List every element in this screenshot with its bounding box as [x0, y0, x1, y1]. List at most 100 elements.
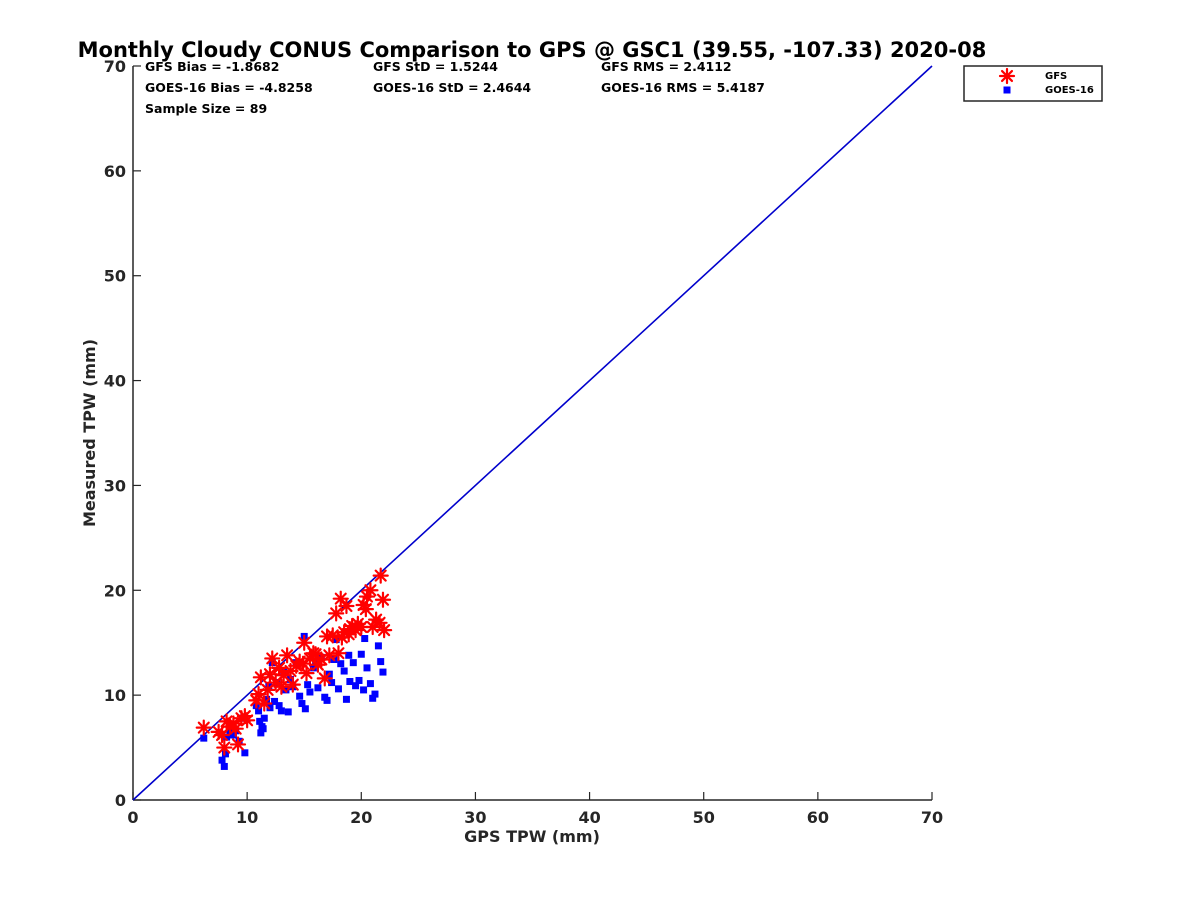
y-ticks: 0 10 20 30 40 50 60 70: [104, 57, 141, 810]
x-ticks: 0 10 20 30 40 50 60 70: [127, 792, 943, 827]
y-tick-label: 40: [104, 372, 126, 391]
gfs-point: [227, 720, 244, 737]
goes16-point: [323, 696, 331, 704]
stats-annotation: GFS Bias = -1.8682 GOES-16 Bias = -4.825…: [145, 59, 765, 116]
gfs-point: [256, 695, 273, 712]
legend-gfs-label: GFS: [1045, 71, 1067, 82]
goes16-point: [360, 686, 368, 694]
goes16-point: [223, 733, 231, 741]
x-tick-label: 20: [350, 808, 372, 827]
legend-gfs-marker: [998, 67, 1016, 85]
gfs-point: [278, 647, 296, 664]
gfs-point: [338, 597, 355, 615]
gfs-point: [216, 739, 233, 756]
goes16-point: [259, 725, 267, 733]
y-tick-label: 30: [104, 476, 126, 495]
gfs-bias-text: GFS Bias = -1.8682: [145, 59, 279, 74]
gfs-point: [372, 567, 389, 584]
goes16-point: [241, 749, 249, 757]
goes16-point: [377, 658, 385, 666]
goes16-point: [275, 702, 283, 710]
chart-title: Monthly Cloudy CONUS Comparison to GPS @…: [78, 38, 987, 62]
goes16-point: [220, 762, 228, 770]
goes16-point: [301, 705, 309, 713]
x-tick-label: 40: [578, 808, 600, 827]
x-tick-label: 60: [807, 808, 829, 827]
gfs-point: [296, 634, 313, 651]
goes16-point: [304, 681, 312, 689]
y-axis-label: Measured TPW (mm): [80, 339, 99, 527]
goes16-point: [277, 707, 285, 715]
goes16-point: [334, 685, 342, 693]
goes-bias-text: GOES-16 Bias = -4.8258: [145, 80, 313, 95]
sample-size-text: Sample Size = 89: [145, 101, 267, 116]
gfs-point: [195, 719, 212, 736]
gfs-series: [195, 567, 393, 756]
goes16-point: [306, 688, 314, 696]
y-tick-label: 0: [115, 791, 126, 810]
goes-std-text: GOES-16 StD = 2.4644: [373, 80, 531, 95]
goes16-point: [200, 734, 208, 742]
goes-rms-text: GOES-16 RMS = 5.4187: [601, 80, 765, 95]
goes16-point: [349, 659, 357, 667]
goes16-point: [255, 707, 263, 715]
goes16-point: [287, 675, 295, 683]
gfs-point: [261, 666, 279, 683]
gfs-point: [264, 650, 281, 667]
goes16-point: [260, 714, 268, 722]
goes16-point: [314, 684, 322, 692]
goes16-point: [265, 682, 273, 690]
goes16-point: [284, 708, 292, 716]
x-tick-label: 10: [236, 808, 258, 827]
x-tick-label: 30: [464, 808, 486, 827]
goes16-point: [369, 694, 377, 702]
gfs-rms-text: GFS RMS = 2.4112: [601, 59, 732, 74]
y-tick-label: 70: [104, 57, 126, 76]
x-tick-label: 0: [127, 808, 138, 827]
gfs-point: [271, 659, 288, 676]
goes16-point: [374, 642, 382, 650]
gfs-point: [316, 670, 333, 687]
goes16-point: [229, 731, 237, 739]
x-tick-label: 70: [921, 808, 943, 827]
goes16-point: [328, 679, 336, 687]
legend-box: [963, 65, 1103, 102]
gfs-point: [328, 605, 345, 622]
goes16-point: [221, 750, 229, 758]
goes16-point: [379, 668, 387, 676]
goes16-point: [371, 690, 379, 698]
gfs-std-text: GFS StD = 1.5244: [373, 59, 498, 74]
legend-gfs-asterisk: [998, 67, 1016, 85]
gfs-point: [284, 676, 301, 693]
goes16-point: [355, 676, 363, 684]
axes: [132, 66, 932, 801]
legend-goes16-marker: [1003, 86, 1011, 94]
goes16-point: [263, 695, 271, 703]
gfs-point: [239, 712, 256, 729]
goes16-point: [363, 664, 371, 672]
goes16-point: [352, 682, 360, 690]
goes16-point: [361, 635, 369, 643]
goes16-point: [271, 697, 279, 705]
gfs-point: [298, 665, 315, 682]
goes16-point: [366, 680, 374, 688]
x-tick-label: 50: [693, 808, 715, 827]
legend-goes16-square: [1003, 86, 1011, 94]
y-tick-label: 20: [104, 581, 126, 600]
x-axis-label: GPS TPW (mm): [464, 827, 600, 846]
gfs-point: [229, 736, 247, 753]
goes16-point: [342, 695, 350, 703]
y-tick-label: 50: [104, 267, 126, 286]
gfs-point: [357, 601, 374, 618]
goes16-point: [256, 717, 264, 725]
gfs-point: [273, 678, 290, 695]
goes16-point: [218, 756, 226, 764]
goes16-point: [345, 651, 353, 659]
goes16-point: [357, 650, 365, 658]
gfs-point: [362, 582, 379, 599]
gfs-point: [330, 645, 347, 662]
goes16-point: [298, 700, 306, 708]
legend-goes16-label: GOES-16: [1045, 85, 1094, 96]
